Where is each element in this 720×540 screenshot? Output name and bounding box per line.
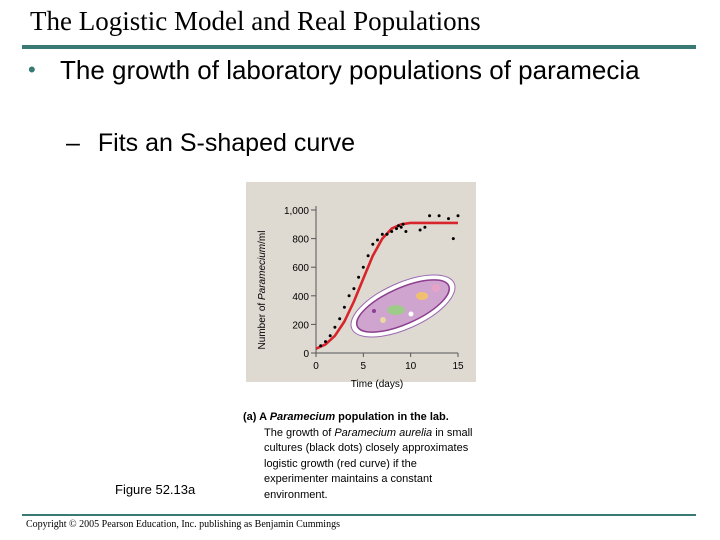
subbullet-s-curve-text: Fits an S-shaped curve — [97, 129, 355, 157]
observed-point — [333, 325, 337, 329]
observed-point — [390, 230, 394, 233]
y-axis-label-prefix: Number of — [257, 300, 268, 349]
caption-lead-italic: Paramecium — [269, 411, 336, 423]
observed-point — [328, 334, 332, 338]
observed-point — [404, 230, 408, 233]
subbullet-s-curve: – Fits an S-shaped curve — [66, 129, 355, 158]
caption-heading: (a) A Paramecium population in the lab. — [243, 410, 483, 426]
y-axis-label-italic: Paramecium — [257, 244, 268, 300]
slide-title: The Logistic Model and Real Populations — [30, 6, 481, 36]
caption-lead-rest: population in the lab. — [335, 411, 449, 423]
bullet-growth: • The growth of laboratory populations o… — [28, 56, 648, 84]
x-tick-label: 10 — [405, 361, 417, 372]
title-divider — [22, 45, 696, 49]
observed-point — [451, 237, 455, 241]
y-axis-label-suffix: /ml — [257, 231, 268, 244]
x-tick-label: 5 — [361, 361, 367, 372]
y-tick-label: 400 — [292, 292, 309, 303]
bullet-marker: • — [28, 57, 36, 82]
y-tick-label: 0 — [303, 349, 309, 360]
observed-point — [338, 317, 342, 321]
paramecium-illustration — [350, 274, 456, 338]
figure-label: Figure 52.13a — [115, 482, 196, 497]
subbullet-marker: – — [66, 129, 80, 157]
bullet-growth-text: The growth of laboratory populations of … — [60, 55, 640, 85]
observed-point — [399, 225, 403, 229]
x-tick-label: 15 — [452, 361, 464, 372]
figure-caption: (a) A Paramecium population in the lab. … — [243, 410, 483, 504]
y-tick-label: 1,000 — [284, 206, 309, 217]
observed-point — [396, 224, 400, 228]
observed-point — [376, 238, 379, 242]
population-chart: 0 200 400 600 800 1,000 0 5 10 15 Number of Param… — [257, 206, 464, 390]
y-tick-label: 200 — [292, 320, 309, 331]
footer-divider — [22, 514, 696, 516]
y-axis-label: Number of Paramecium/ml — [257, 231, 268, 350]
observed-point — [319, 344, 323, 348]
observed-point — [385, 232, 389, 236]
y-tick-label: 800 — [292, 235, 309, 246]
observed-point — [342, 305, 346, 309]
observed-point — [437, 214, 441, 218]
observed-point — [324, 340, 327, 344]
observed-point — [357, 275, 361, 279]
y-tick-label: 600 — [292, 263, 309, 274]
observed-point — [352, 287, 356, 291]
copyright-notice: Copyright © 2005 Pearson Education, Inc.… — [26, 519, 340, 530]
observed-point — [428, 214, 432, 218]
observed-point — [371, 242, 375, 246]
observed-point — [423, 225, 427, 229]
observed-point — [347, 294, 351, 298]
observed-point — [380, 232, 384, 236]
x-axis-label: Time (days) — [351, 379, 403, 390]
x-tick-label: 0 — [313, 361, 319, 372]
caption-body-italic: Paramecium aurelia — [334, 426, 433, 439]
observed-point — [366, 254, 370, 258]
caption-lead: (a) A — [243, 411, 270, 423]
observed-point — [418, 228, 422, 232]
observed-point — [361, 265, 365, 269]
observed-point — [447, 217, 450, 221]
caption-body: The growth of Paramecium aurelia in smal… — [243, 426, 483, 504]
observed-point — [395, 227, 398, 231]
observed-point — [456, 214, 460, 218]
caption-body-start: The growth of — [264, 426, 335, 439]
observed-point — [401, 222, 405, 226]
caption-body-end: in small cultures (black dots) closely a… — [264, 426, 473, 501]
